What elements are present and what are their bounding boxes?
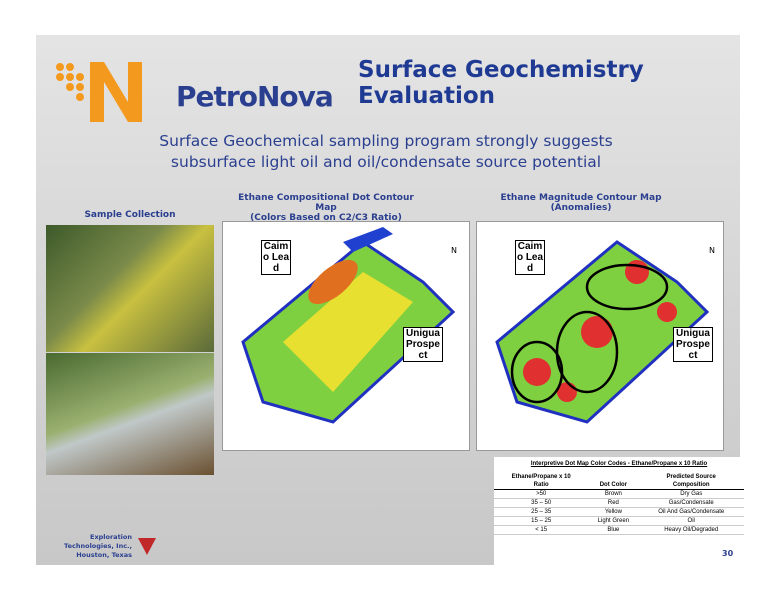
map-title-line: Ethane Compositional Dot Contour Map [238,193,414,213]
table-cell: Yellow [604,509,622,515]
map-graphic [241,227,456,424]
table-cell: 15 – 25 [531,518,552,524]
photo-caption: Sample Collection [84,210,176,220]
header-row: Ethane/Propane x 10 Predicted Source [494,473,744,481]
table-cell: Gas/Condensate [668,500,714,506]
prospect-label: Unigua Prospect [403,327,443,362]
table-cell: Red [607,500,619,506]
map: Caimo Lead Unigua Prospect N [476,221,724,451]
lead-label: Caimo Lead [515,240,545,275]
photo [46,353,214,475]
table-cell: Blue [607,527,620,533]
map-graphic [495,240,710,424]
prospect-label: Unigua Prospect [673,327,713,362]
header-cell: Ratio [533,482,549,488]
page-number: 30 [722,549,734,558]
slide-title: Surface Geochemistry Evaluation [358,57,644,109]
lead-label: Caimo Lead [261,240,291,275]
table-cell: Oil [687,518,695,524]
table-cell: Dry Gas [680,491,703,497]
table-row: >50 Brown Dry Gas [494,490,744,499]
map-title-line: Ethane Magnitude Contour Map [500,193,662,203]
map: Caimo Lead Unigua Prospect N [222,221,470,451]
map-title: Ethane Compositional Dot Contour Map (Col… [236,193,416,223]
table-row: 35 – 50 Red Gas/Condensate [494,499,744,508]
north-arrow: N [451,246,457,255]
north-arrow: N [709,246,715,255]
table-cell: Light Green [597,518,630,524]
map-subtitle: (Colors Based on C2/C3 Ratio) [250,213,402,223]
logo-mark [56,62,142,122]
color-code-table: Interpretive Dot Map Color Codes - Ethan… [494,457,744,585]
header-cell: Composition [672,482,710,488]
header-cell: Dot Color [599,482,628,488]
table-row: 15 – 25 Light Green Oil [494,517,744,526]
table-cell: Brown [604,491,622,497]
company: Exploration Technologies, Inc., [64,533,132,550]
header-cell: Ethane/Propane x 10 [511,474,571,480]
map-subtitle: (Anomalies) [550,203,612,213]
slide: PetroNova Surface Geochemistry Evaluatio… [36,35,744,585]
table: Ethane/Propane x 10 Predicted Source Ratio… [494,473,744,535]
header-cell: Predicted Source [666,474,716,480]
map-title: Ethane Magnitude Contour Map (Anomalies) [491,193,671,213]
location: Houston, Texas [76,551,132,559]
table-cell: Heavy Oil/Degraded [664,527,719,533]
table-cell: < 15 [535,527,548,533]
header-cell [588,473,638,481]
table-cell: >50 [536,491,547,497]
table-row: < 15 Blue Heavy Oil/Degraded [494,526,744,535]
table-title: Interpretive Dot Map Color Codes - Ethan… [530,461,708,467]
table-cell: 25 – 35 [531,509,552,515]
photo [46,225,214,352]
table-cell: 35 – 50 [531,500,552,506]
header-row: Ratio Dot Color Composition [494,481,744,490]
logo-text: PetroNova [176,80,334,113]
table-cell: Oil And Gas/Condensate [658,509,725,515]
table-row: 25 – 35 Yellow Oil And Gas/Condensate [494,508,744,517]
subtitle: Surface Geochemical sampling program str… [159,132,613,171]
footer-logo [138,538,156,555]
footer: Exploration Technologies, Inc., Houston, … [42,533,132,560]
